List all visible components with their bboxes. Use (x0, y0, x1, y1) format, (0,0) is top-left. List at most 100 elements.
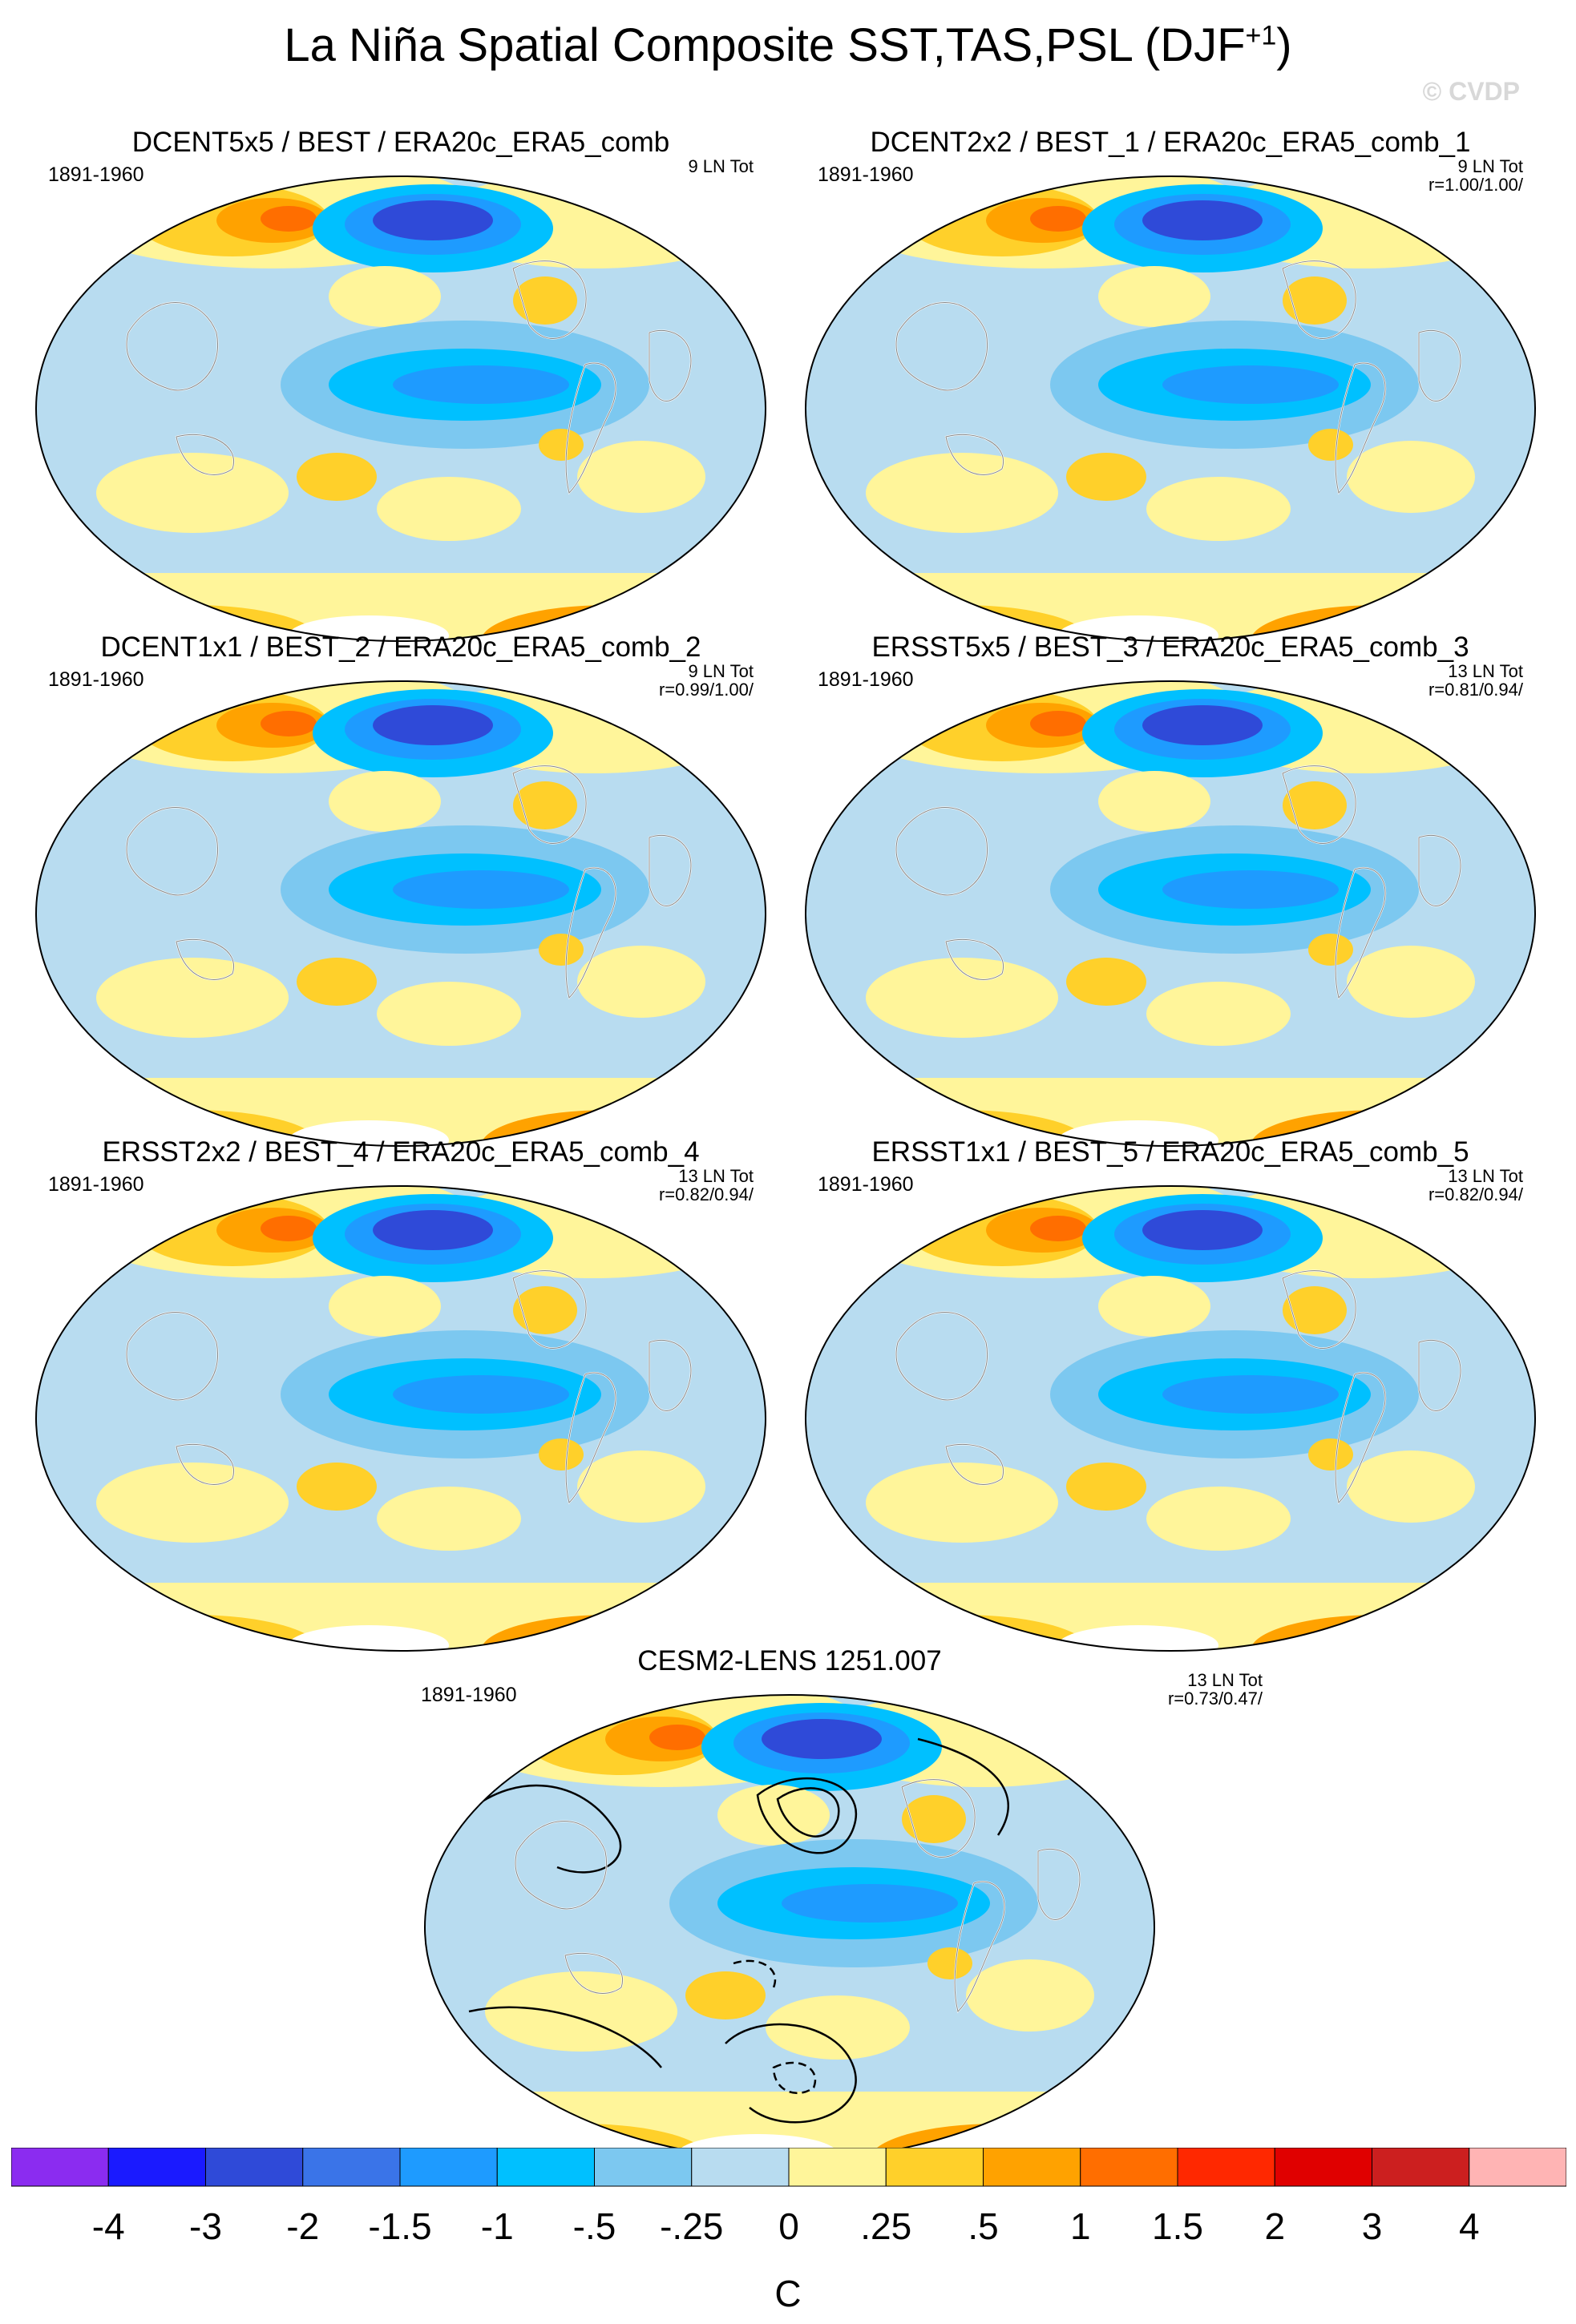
colorbar-swatch (496, 2147, 595, 2187)
warm-region (297, 1463, 377, 1511)
coastline (1335, 867, 1386, 999)
colorbar-tick-label: 3 (1361, 2205, 1383, 2247)
panel-title: DCENT1x1 / BEST_2 / ERA20c_ERA5_comb_2 (100, 631, 701, 663)
colorbar-swatch (302, 2147, 401, 2187)
warm-region (513, 276, 577, 325)
warm-region (766, 1995, 910, 2060)
missing-data (1058, 615, 1218, 641)
warm-region (96, 1463, 289, 1543)
world-map (35, 1185, 766, 1652)
warm-region (297, 958, 377, 1006)
colorbar-swatch (885, 2147, 984, 2187)
composite-count: 13 LN Tot (1187, 1670, 1263, 1690)
warm-region (96, 453, 289, 533)
warm-region (1066, 453, 1146, 501)
missing-data (289, 1120, 449, 1146)
colorbar-tick-label: -4 (91, 2205, 125, 2247)
coastline (565, 867, 616, 999)
coastline (649, 1339, 692, 1411)
coastline (512, 260, 587, 339)
panel-stats: 9 LN Tot r=1.00/1.00/ (1429, 157, 1523, 194)
panel-stats: 9 LN Tot (688, 157, 754, 176)
composite-count: 13 LN Tot (1448, 661, 1523, 681)
cold-region (762, 1719, 882, 1759)
warm-region (485, 1971, 677, 2052)
colorbar-tick-label: -.25 (660, 2205, 724, 2247)
psl-contour-negative (772, 2061, 817, 2095)
composite-count: 9 LN Tot (688, 661, 754, 681)
missing-data (1058, 1120, 1218, 1146)
warm-region (1347, 441, 1475, 513)
cold-region (373, 705, 493, 745)
psl-contour (776, 1787, 840, 1838)
composite-count: 13 LN Tot (678, 1166, 754, 1186)
coastline (945, 1443, 1004, 1485)
cold-region (1142, 200, 1263, 240)
world-map (35, 680, 766, 1147)
colorbar (10, 2147, 1567, 2192)
warm-region (261, 206, 317, 232)
coastline (1282, 765, 1356, 844)
anomaly-field (425, 1695, 1154, 2160)
colorbar-tick-label: -.5 (572, 2205, 616, 2247)
panel-period: 1891-1960 (421, 1684, 517, 1706)
pattern-correlation: r=0.82/0.94/ (658, 1184, 754, 1205)
colorbar-tick-label: -1.5 (368, 2205, 432, 2247)
colorbar-swatch (107, 2147, 206, 2187)
colorbar-swatch (1372, 2147, 1470, 2187)
warm-region (1146, 1487, 1291, 1551)
coastline (512, 765, 587, 844)
world-map (805, 1185, 1536, 1652)
warm-region (329, 266, 441, 327)
warm-region (261, 1216, 317, 1241)
warm-region (1308, 1438, 1353, 1471)
colorbar-swatch (1177, 2147, 1275, 2187)
warm-region (1146, 477, 1291, 541)
colorbar-tick-label: 1 (1069, 2205, 1091, 2247)
panel-period: 1891-1960 (818, 1173, 914, 1196)
warm-region (866, 453, 1058, 533)
warm-region (577, 441, 705, 513)
panel-title: DCENT2x2 / BEST_1 / ERA20c_ERA5_comb_1 (870, 127, 1471, 158)
missing-data (289, 615, 449, 641)
warm-region (717, 1785, 830, 1846)
map-panel-3: DCENT1x1 / BEST_2 / ERA20c_ERA5_comb_2 18… (32, 633, 770, 1154)
map-panel-2: DCENT2x2 / BEST_1 / ERA20c_ERA5_comb_1 18… (802, 128, 1539, 649)
panel-title: CESM2-LENS 1251.007 (637, 1645, 942, 1676)
anomaly-field (36, 176, 766, 641)
colorbar-tick-label: -1 (480, 2205, 514, 2247)
coastline (1418, 329, 1461, 401)
coastline (1282, 260, 1356, 339)
colorbar-units: C (774, 2273, 802, 2314)
colorbar-swatch (691, 2147, 790, 2187)
colorbar-swatch (10, 2147, 109, 2187)
coastline (895, 807, 988, 896)
warm-region (1066, 1463, 1146, 1511)
warm-region (1347, 946, 1475, 1018)
coastline (945, 938, 1004, 980)
warm-region (1283, 781, 1347, 829)
colorbar-tick-label: .5 (968, 2205, 999, 2247)
colorbar-swatch (205, 2147, 304, 2187)
missing-data (1058, 1625, 1218, 1651)
coastline (565, 1372, 616, 1503)
cold-region (1142, 705, 1263, 745)
panel-stats: 13 LN Tot r=0.81/0.94/ (1429, 662, 1523, 699)
composite-count: 9 LN Tot (1457, 156, 1523, 176)
cold-region (393, 365, 569, 404)
composite-count: 13 LN Tot (1448, 1166, 1523, 1186)
warm-region (1283, 276, 1347, 325)
anomaly-field (806, 176, 1535, 641)
coastline (176, 938, 235, 980)
coastline (1037, 1848, 1081, 1920)
colorbar-swatch (399, 2147, 498, 2187)
panel-title: ERSST5x5 / BEST_3 / ERA20c_ERA5_comb_3 (871, 631, 1469, 663)
cold-region (1162, 870, 1339, 909)
cold-region (1162, 1375, 1339, 1414)
panel-title: ERSST1x1 / BEST_5 / ERA20c_ERA5_comb_5 (871, 1136, 1469, 1168)
pattern-correlation: r=0.73/0.47/ (1167, 1689, 1263, 1709)
warm-region (1098, 771, 1210, 832)
warm-region (96, 958, 289, 1038)
warm-region (966, 1959, 1094, 2031)
warm-region (539, 1438, 584, 1471)
